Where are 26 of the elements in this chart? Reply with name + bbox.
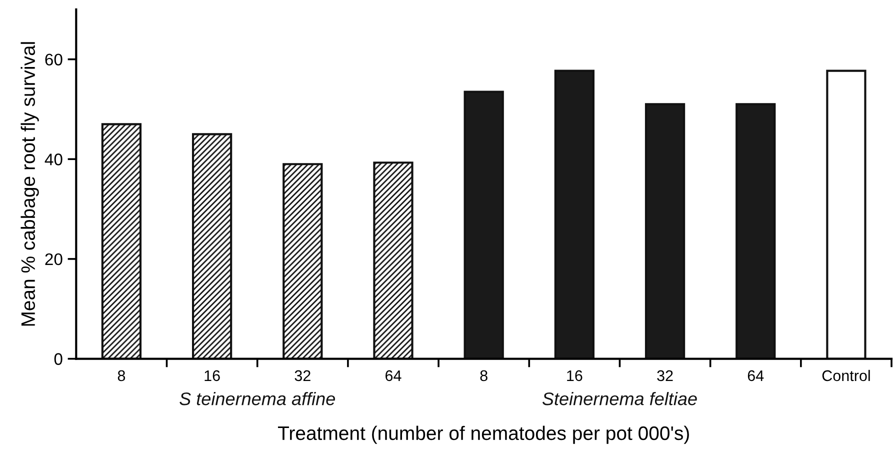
bar <box>373 162 414 359</box>
y-axis-title: Mean % cabbage root fly survival <box>20 42 39 326</box>
x-tick-label: 64 <box>748 370 764 382</box>
bar <box>101 123 142 359</box>
x-tick-label: Control <box>822 370 870 382</box>
y-tick-label: 40 <box>44 154 62 166</box>
x-tick-label: 32 <box>294 370 310 382</box>
bar <box>644 103 686 359</box>
bar <box>192 133 232 359</box>
x-tick-label: 16 <box>204 370 220 382</box>
bar <box>554 70 595 359</box>
bar <box>736 103 776 359</box>
y-tick-label: 20 <box>45 253 62 266</box>
x-tick-label: 8 <box>118 370 126 382</box>
series-label: S teinernema affine <box>180 392 335 406</box>
y-tick-label: 0 <box>54 353 62 365</box>
bar <box>282 163 323 359</box>
y-tick-label: 60 <box>45 54 62 66</box>
bar <box>826 70 866 359</box>
x-tick-label: 8 <box>480 370 488 382</box>
x-tick-label: 64 <box>386 370 402 382</box>
x-tick-label: 32 <box>657 370 673 382</box>
series-label: Steinernema feltiae <box>542 392 697 406</box>
bar <box>464 90 504 359</box>
x-tick-label: 16 <box>567 370 582 382</box>
x-axis-title: Treatment (number of nematodes per pot 000's) <box>278 426 689 444</box>
